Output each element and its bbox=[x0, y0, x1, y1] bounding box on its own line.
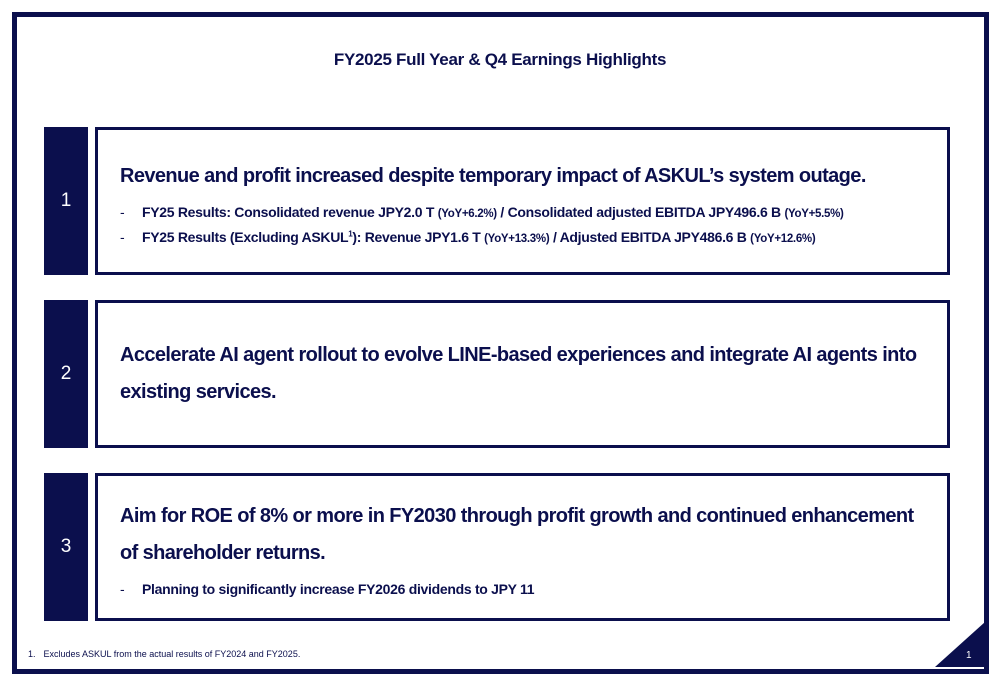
item-heading: Aim for ROE of 8% or more in FY2030 thro… bbox=[120, 504, 914, 564]
slide-title: FY2025 Full Year & Q4 Earnings Highlight… bbox=[333, 50, 667, 69]
bullet: - Planning to significantly increase FY2… bbox=[120, 581, 947, 597]
item-heading: Accelerate AI agent rollout to evolve LI… bbox=[120, 344, 917, 403]
corner-triangle bbox=[935, 622, 985, 667]
bullet-marker: - bbox=[120, 228, 125, 245]
item-box: Accelerate AI agent rollout to evolve LI… bbox=[95, 300, 950, 448]
bullet-marker: - bbox=[120, 203, 125, 220]
bullet-part: FY25 Results: Consolidated revenue JPY2.… bbox=[142, 203, 435, 220]
footnote: 1. Excludes ASKUL from the actual results… bbox=[28, 649, 300, 659]
bullet: - FY25 Results (Excluding ASKUL1): Reven… bbox=[120, 229, 947, 245]
bullet-part: FY25 Results (Excluding ASKUL bbox=[142, 228, 349, 245]
item-number: 3 bbox=[44, 473, 88, 621]
item-box: Aim for ROE of 8% or more in FY2030 thro… bbox=[95, 473, 950, 621]
footnote-marker: 1. bbox=[28, 649, 36, 659]
bullet-part: (YoY+5.5%) bbox=[784, 207, 844, 220]
bullet-part: / Consolidated adjusted EBITDA JPY496.6 … bbox=[500, 203, 781, 220]
bullet-text: FY25 Results: Consolidated revenue JPY2.… bbox=[142, 204, 844, 220]
bullet-part: ): Revenue JPY1.6 T bbox=[352, 228, 481, 245]
bullet-part: (YoY+12.6%) bbox=[750, 232, 816, 245]
bullet-marker: - bbox=[120, 580, 125, 597]
footnote-text: Excludes ASKUL from the actual results o… bbox=[43, 649, 301, 659]
item-box: Revenue and profit increased despite tem… bbox=[95, 127, 950, 275]
slide-frame bbox=[12, 12, 989, 674]
item-heading: Revenue and profit increased despite tem… bbox=[120, 164, 866, 187]
bullet-part: / Adjusted EBITDA JPY486.6 B bbox=[552, 228, 747, 245]
item-number: 1 bbox=[44, 127, 88, 275]
bullet-part: Planning to significantly increase FY202… bbox=[142, 580, 535, 597]
page-number: 1 bbox=[966, 650, 972, 661]
superscript: 1 bbox=[348, 228, 353, 238]
bullet-part: (YoY+13.3%) bbox=[484, 232, 550, 245]
item-number: 2 bbox=[44, 300, 88, 448]
bullet-text: FY25 Results (Excluding ASKUL1): Revenue… bbox=[142, 228, 816, 245]
bullet: - FY25 Results: Consolidated revenue JPY… bbox=[120, 204, 947, 220]
bullet-part: (YoY+6.2%) bbox=[437, 207, 497, 220]
